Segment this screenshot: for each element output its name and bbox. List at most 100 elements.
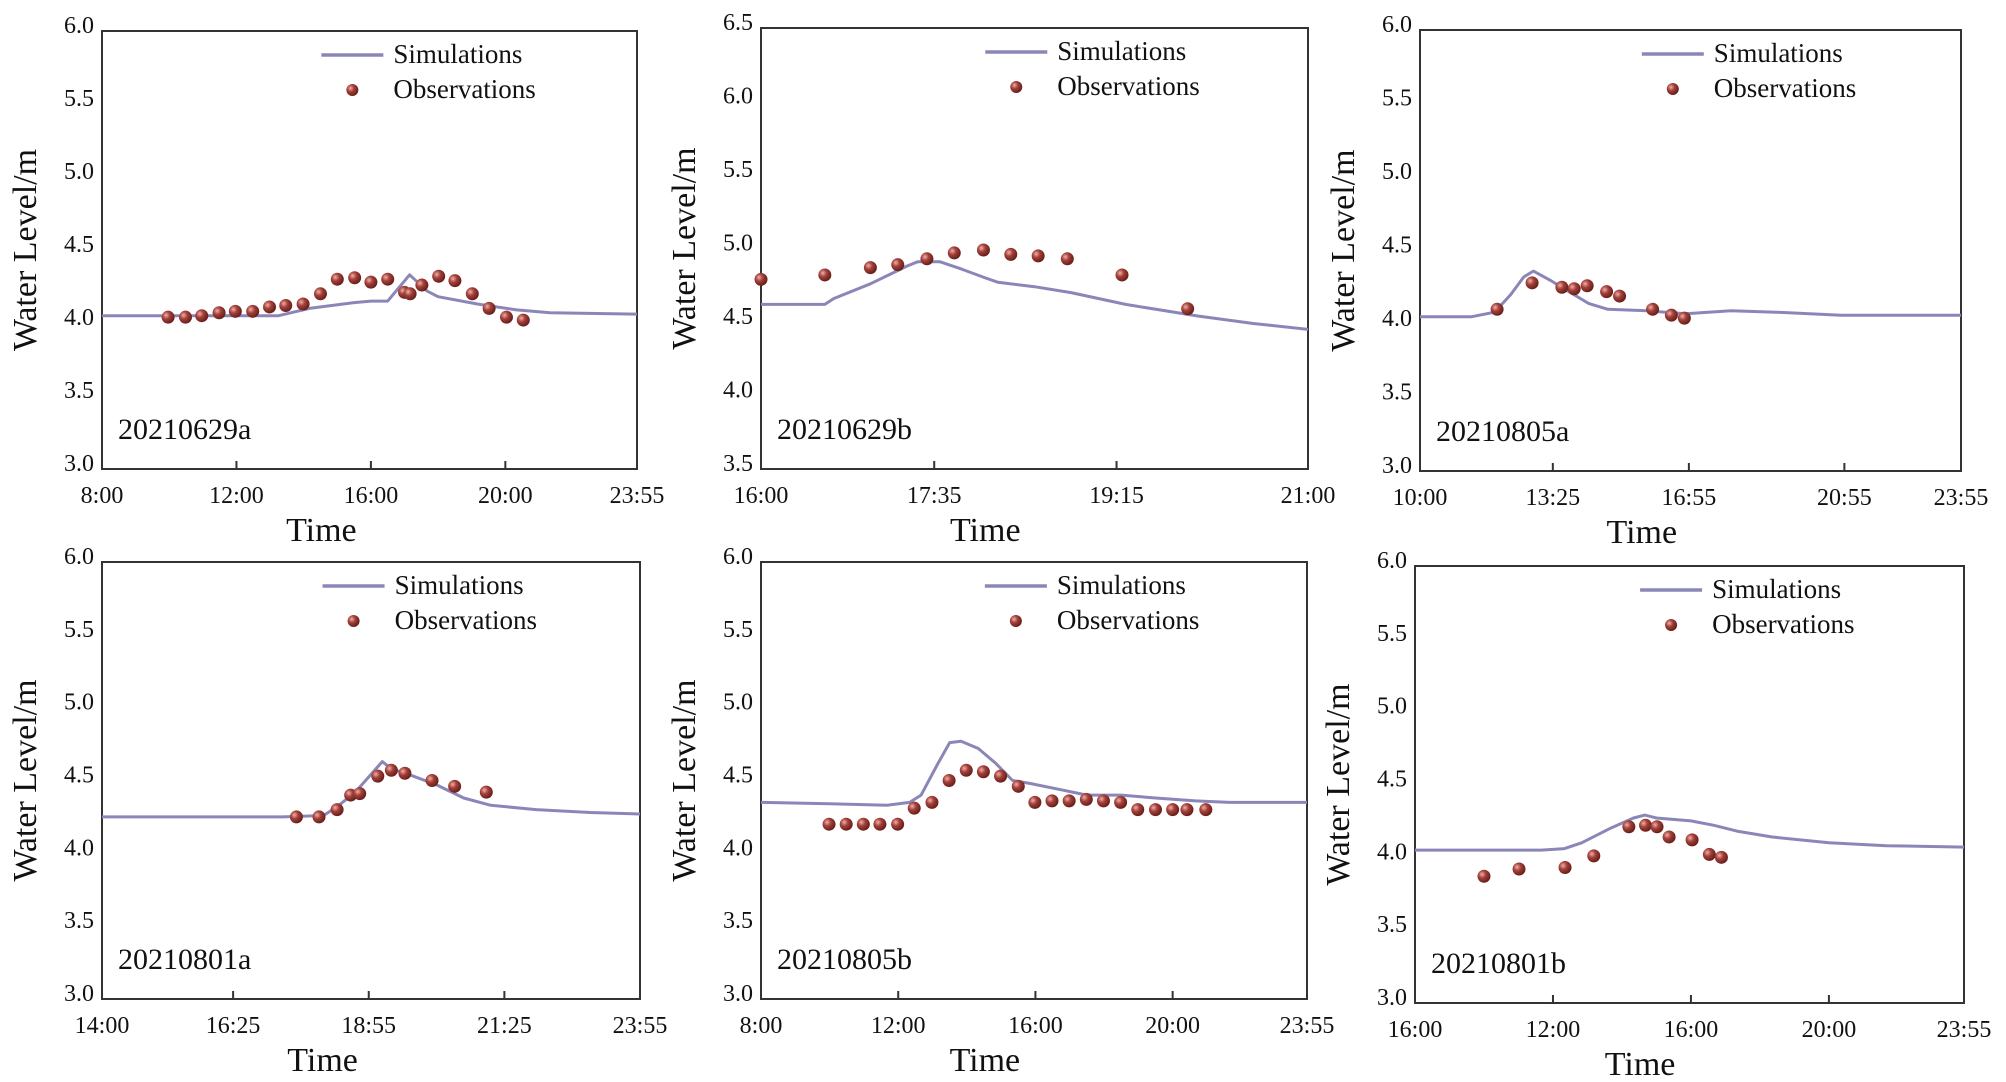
plot-frame bbox=[101, 561, 641, 1000]
observation-point bbox=[371, 769, 385, 783]
y-tick-label: 3.5 bbox=[64, 378, 94, 404]
observation-point bbox=[994, 769, 1008, 783]
observation-point bbox=[313, 287, 327, 301]
y-tick-label: 6.0 bbox=[1382, 12, 1412, 38]
observation-point bbox=[516, 313, 530, 327]
observation-point bbox=[1664, 308, 1678, 322]
x-tick-label: 20:00 bbox=[1802, 1017, 1857, 1043]
plot-frame bbox=[1419, 29, 1962, 472]
y-axis-title: Water Level/m bbox=[7, 679, 44, 881]
x-axis-title: Time bbox=[1605, 1046, 1676, 1082]
chart-panel-20210629a: 8:00 12:00 16:00 20:00 23:55 3.0 3.5 4.0 4.5 5.0 5… bbox=[7, 13, 664, 549]
x-tick-label: 16:00 bbox=[1664, 1017, 1719, 1043]
y-tick-label: 4.5 bbox=[1382, 233, 1412, 259]
observation-point bbox=[1646, 302, 1660, 316]
x-tick-label: 23:55 bbox=[1280, 1013, 1335, 1039]
y-tick-label: 6.0 bbox=[723, 544, 753, 570]
legend-observation-swatch bbox=[1009, 615, 1022, 627]
x-tick-label: 16:00 bbox=[344, 483, 399, 509]
legend-simulations-label: Simulations bbox=[1057, 36, 1186, 66]
y-tick-label: 3.0 bbox=[64, 451, 94, 477]
x-tick-label: 20:00 bbox=[1145, 1013, 1200, 1039]
x-tick-label: 12:00 bbox=[871, 1013, 926, 1039]
legend: Simulations Observations bbox=[985, 36, 1200, 101]
observation-point bbox=[1512, 862, 1526, 876]
legend-observations-label: Observations bbox=[1057, 605, 1199, 635]
x-axis-title: Time bbox=[1607, 514, 1678, 551]
x-tick-label: 16:55 bbox=[1662, 485, 1717, 511]
y-tick-label: 4.0 bbox=[1377, 839, 1407, 865]
observation-point bbox=[942, 774, 956, 787]
y-tick-label: 4.5 bbox=[1377, 767, 1407, 793]
y-tick-label: 3.0 bbox=[723, 981, 753, 1007]
observation-point bbox=[348, 271, 362, 285]
x-tick-label: 12:00 bbox=[1526, 1017, 1581, 1043]
y-tick-label: 3.5 bbox=[64, 908, 94, 934]
y-tick-label: 4.5 bbox=[723, 763, 753, 789]
panel-label: 20210805a bbox=[1436, 415, 1569, 448]
legend-observations-label: Observations bbox=[1714, 73, 1856, 103]
observation-point bbox=[976, 765, 990, 779]
observation-point bbox=[1567, 282, 1581, 296]
legend-simulations-label: Simulations bbox=[1712, 574, 1841, 604]
x-tick-label: 12:00 bbox=[209, 483, 264, 509]
observation-point bbox=[1622, 820, 1636, 834]
x-tick-label: 13:25 bbox=[1525, 485, 1580, 511]
legend-observation-swatch bbox=[1666, 83, 1679, 95]
observation-point bbox=[891, 817, 905, 831]
observation-point bbox=[863, 261, 877, 275]
legend-observation-swatch bbox=[1665, 619, 1678, 631]
observation-point bbox=[448, 274, 462, 288]
chart-panel-20210801b: 16:00 12:00 16:00 20:00 23:55 3.0 3.5 4.0 4.5 5.0… bbox=[1320, 548, 1991, 1082]
observation-point bbox=[279, 298, 293, 312]
observation-point bbox=[754, 272, 768, 286]
observation-point bbox=[1045, 794, 1059, 808]
y-axis-title: Water Level/m bbox=[1325, 149, 1362, 351]
legend: Simulations Observations bbox=[1641, 38, 1856, 103]
y-axis-title: Water Level/m bbox=[666, 679, 703, 881]
legend-simulations-label: Simulations bbox=[395, 570, 524, 600]
observation-point bbox=[1096, 794, 1110, 808]
observation-point bbox=[1662, 830, 1676, 844]
x-tick-label: 16:25 bbox=[206, 1013, 261, 1039]
x-tick-label: 23:55 bbox=[610, 483, 665, 509]
observation-point bbox=[1004, 247, 1018, 261]
panel-label: 20210629a bbox=[118, 413, 251, 446]
observation-point bbox=[1148, 803, 1162, 817]
x-axis-title: Time bbox=[950, 1042, 1021, 1079]
observation-point bbox=[212, 306, 226, 320]
simulation-line bbox=[1415, 813, 1965, 852]
y-axis-title: Water Level/m bbox=[1320, 683, 1357, 885]
x-axis-title: Time bbox=[286, 512, 357, 549]
y-tick-label: 5.0 bbox=[723, 231, 753, 257]
y-tick-label: 5.0 bbox=[1382, 159, 1412, 185]
x-tick-label: 20:55 bbox=[1817, 485, 1872, 511]
legend-observations-label: Observations bbox=[395, 605, 537, 635]
chart-panel-20210805b: 8:00 12:00 16:00 20:00 23:55 3.0 3.5 4.0 4.5 5.0 5… bbox=[666, 544, 1334, 1079]
y-tick-label: 5.0 bbox=[64, 159, 94, 185]
observation-point bbox=[330, 803, 344, 817]
x-tick-label: 23:55 bbox=[1934, 485, 1989, 511]
plot-frame bbox=[101, 30, 638, 470]
observation-point bbox=[195, 309, 209, 323]
observation-point bbox=[818, 268, 832, 282]
observation-point bbox=[1639, 818, 1653, 832]
y-tick-label: 5.5 bbox=[723, 157, 753, 183]
observation-point bbox=[330, 272, 344, 286]
observation-point bbox=[1714, 850, 1728, 864]
observation-point bbox=[1060, 252, 1074, 266]
observation-point bbox=[1490, 302, 1504, 316]
simulation-line bbox=[1420, 269, 1961, 319]
observation-point bbox=[465, 287, 479, 301]
observation-point bbox=[1702, 847, 1716, 861]
observation-point bbox=[1600, 285, 1614, 299]
observation-point bbox=[353, 787, 367, 801]
observation-point bbox=[873, 817, 887, 831]
observation-point bbox=[364, 275, 378, 289]
observation-point bbox=[1131, 803, 1145, 817]
y-tick-label: 6.0 bbox=[64, 13, 94, 39]
observation-point bbox=[1062, 794, 1076, 808]
legend: Simulations Observations bbox=[322, 570, 537, 635]
legend-observations-label: Observations bbox=[1712, 609, 1854, 639]
observation-point bbox=[1079, 792, 1093, 806]
